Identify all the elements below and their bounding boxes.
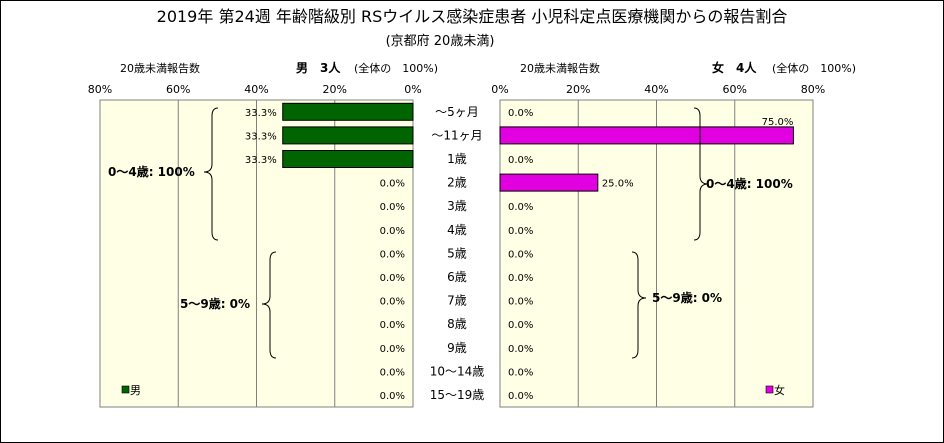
female-tick-label: 20% xyxy=(566,83,590,96)
male-value-label: 0.0% xyxy=(380,391,405,402)
female-tick-label: 0% xyxy=(491,83,508,96)
female-tick-label: 80% xyxy=(801,83,825,96)
age-category-labels: ～5ヶ月 ～11ヶ月 1歳 2歳 3歳 4歳 5歳 6歳 7歳 8歳 9歳 10～14歳 15～19歳 xyxy=(430,105,485,402)
age-label: 1歳 xyxy=(447,152,467,166)
female-bar xyxy=(499,173,599,192)
male-value-label: 0.0% xyxy=(380,202,405,213)
female-legend-swatch xyxy=(765,385,774,394)
bars: 33.3% 0.0% 33.3% 75.0% 33.3% 0.0% 0.0% 25.0% 0.0… xyxy=(245,102,794,402)
female-value-label: 25.0% xyxy=(602,179,634,190)
male-group-0-4-label: 0～4歳: 100% xyxy=(108,164,195,179)
female-value-label: 0.0% xyxy=(508,108,533,119)
female-value-label: 0.0% xyxy=(508,297,533,308)
male-bar xyxy=(282,126,414,145)
male-group-5-9-label: 5～9歳: 0% xyxy=(180,296,250,311)
male-value-label: 0.0% xyxy=(380,273,405,284)
age-label: 10～14歳 xyxy=(430,364,485,378)
female-brace-0-4 xyxy=(693,107,709,241)
female-tick-label: 40% xyxy=(644,83,668,96)
male-bar xyxy=(282,150,414,168)
male-axis-label: 20歳未満報告数 xyxy=(120,62,200,75)
female-group-5-9-label: 5～9歳: 0% xyxy=(652,290,722,305)
age-label: 9歳 xyxy=(447,341,467,355)
female-value-label: 0.0% xyxy=(508,249,533,260)
age-label: ～11ヶ月 xyxy=(431,128,482,142)
female-value-label: 0.0% xyxy=(508,344,533,355)
age-label: 6歳 xyxy=(447,270,467,284)
male-tick-label: 0% xyxy=(404,83,421,96)
male-value-label: 33.3% xyxy=(245,131,277,142)
age-label: 4歳 xyxy=(447,223,467,237)
male-value-label: 33.3% xyxy=(245,155,277,166)
female-value-label: 75.0% xyxy=(762,117,794,128)
male-legend-swatch xyxy=(121,385,130,394)
female-brace-5-9 xyxy=(631,251,647,359)
axis-ticks: 80% 60% 40% 20% 0% 0% 20% 40% 60% 80% xyxy=(88,83,825,96)
age-label: 7歳 xyxy=(447,294,467,308)
male-total-note: (全体の 100%) xyxy=(354,61,438,75)
male-value-label: 0.0% xyxy=(380,367,405,378)
age-label: 3歳 xyxy=(447,199,467,213)
male-value-label: 0.0% xyxy=(380,297,405,308)
male-legend-label: 男 xyxy=(130,384,141,397)
male-bar xyxy=(282,102,414,121)
male-value-label: 0.0% xyxy=(380,320,405,331)
female-value-label: 0.0% xyxy=(508,320,533,331)
female-bar xyxy=(499,126,794,145)
male-value-label: 0.0% xyxy=(380,344,405,355)
female-value-label: 0.0% xyxy=(508,226,533,237)
male-header: 男 3人 xyxy=(296,60,341,75)
chart-subtitle: (京都府 20歳未満) xyxy=(386,34,495,49)
age-label: 8歳 xyxy=(447,317,467,331)
male-value-label: 33.3% xyxy=(245,108,277,119)
female-value-label: 0.0% xyxy=(508,155,533,166)
chart-title: 2019年 第24週 年齢階級別 RSウイルス感染症患者 小児科定点医療機関から… xyxy=(157,7,788,26)
male-brace-5-9 xyxy=(261,251,277,359)
age-label: ～5ヶ月 xyxy=(435,105,479,119)
male-value-label: 0.0% xyxy=(380,226,405,237)
female-value-label: 0.0% xyxy=(508,391,533,402)
age-label: 2歳 xyxy=(447,176,467,190)
male-tick-label: 60% xyxy=(166,83,190,96)
male-tick-label: 80% xyxy=(88,83,112,96)
male-value-label: 0.0% xyxy=(380,249,405,260)
female-tick-label: 60% xyxy=(723,83,747,96)
age-label: 5歳 xyxy=(447,246,467,260)
female-value-label: 0.0% xyxy=(508,367,533,378)
female-gridlines xyxy=(577,100,736,407)
female-total-note: (全体の 100%) xyxy=(772,61,856,75)
female-header: 女 4人 xyxy=(712,60,757,75)
age-label: 15～19歳 xyxy=(430,388,485,402)
female-value-label: 0.0% xyxy=(508,273,533,284)
female-value-label: 0.0% xyxy=(508,202,533,213)
female-axis-label: 20歳未満報告数 xyxy=(520,62,600,75)
male-brace-0-4 xyxy=(203,107,219,241)
male-tick-label: 20% xyxy=(323,83,347,96)
male-tick-label: 40% xyxy=(244,83,268,96)
female-legend-label: 女 xyxy=(774,383,785,397)
male-value-label: 0.0% xyxy=(380,179,405,190)
female-group-0-4-label: 0～4歳: 100% xyxy=(706,176,793,191)
